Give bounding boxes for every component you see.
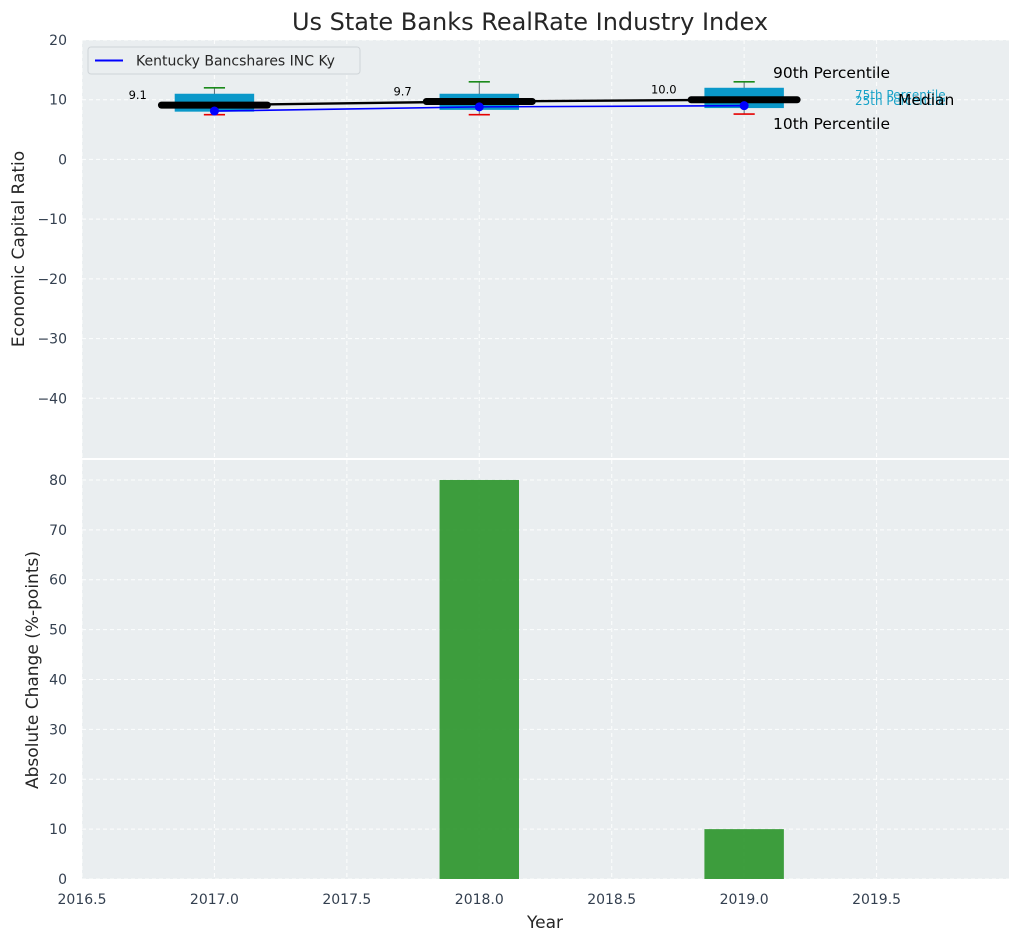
- x-tick-label: 2019.5: [852, 892, 901, 908]
- bottom-y-tick-label: 60: [49, 573, 67, 589]
- top-y-tick-label: −30: [37, 332, 67, 348]
- top-y-tick-label: 0: [58, 152, 67, 168]
- bottom-marks: [439, 479, 784, 879]
- x-tick-label: 2018.5: [587, 892, 636, 908]
- top-y-axis-label: Economic Capital Ratio: [9, 151, 29, 347]
- legend-box: [87, 46, 361, 75]
- label-75th-percentile: 75th Percentile: [855, 88, 946, 102]
- bottom-y-tick-label: 0: [58, 872, 67, 888]
- top-y-tick-label: −40: [37, 391, 67, 407]
- bottom-y-tick-label: 50: [49, 623, 67, 639]
- bottom-y-tick-label: 10: [49, 822, 67, 838]
- label-25th-percentile: 25th Percentile: [855, 94, 946, 108]
- x-axis-label: Year: [526, 913, 563, 933]
- bottom-y-tick-label: 70: [49, 523, 67, 539]
- bottom-y-tick-label: 80: [49, 473, 67, 489]
- bottom-grid: [81, 460, 1009, 880]
- top-y-tick-label: 20: [49, 33, 67, 49]
- median-value-label: 10.0: [651, 83, 677, 97]
- x-tick-label: 2017.5: [322, 892, 371, 908]
- x-tick-label: 2016.5: [58, 892, 107, 908]
- bottom-y-tick-label: 30: [49, 722, 67, 738]
- x-tick-label: 2017.0: [190, 892, 239, 908]
- label-10th-percentile: 10th Percentile: [773, 115, 890, 133]
- bottom-y-ticks: 0 10 20 30 40 50 60 70 80: [49, 473, 67, 888]
- x-tick-label: 2019.0: [720, 892, 769, 908]
- bottom-plot-area: [82, 460, 1009, 879]
- bottom-y-tick-label: 20: [49, 772, 67, 788]
- median-value-label: 9.7: [393, 85, 411, 99]
- chart-title: Us State Banks RealRate Industry Index: [292, 8, 768, 36]
- top-y-ticks: 20 10 0 −10 −20 −30 −40: [37, 33, 67, 407]
- top-y-tick-label: −20: [37, 272, 67, 288]
- top-y-tick-label: 10: [49, 93, 67, 109]
- change-bar: [704, 829, 784, 879]
- company-point: [474, 102, 484, 112]
- legend[interactable]: Kentucky Bancshares INC Ky: [87, 46, 361, 75]
- top-marks: 9.1 9.7 10.0: [129, 81, 801, 116]
- x-tick-label: 2018.0: [455, 892, 504, 908]
- bottom-y-axis-label: Absolute Change (%-points): [23, 551, 43, 789]
- label-90th-percentile: 90th Percentile: [773, 64, 890, 82]
- x-ticks: 2016.5 2017.0 2017.5 2018.0 2018.5 2019.0 2019…: [58, 892, 902, 908]
- legend-entry-text: Kentucky Bancshares INC Ky: [136, 54, 335, 70]
- bottom-y-tick-label: 40: [49, 672, 67, 688]
- company-point: [739, 101, 749, 111]
- median-value-label: 9.1: [129, 88, 147, 102]
- label-median: Median: [898, 91, 954, 109]
- company-point: [209, 106, 219, 116]
- change-bar: [439, 479, 520, 879]
- top-y-tick-label: −10: [37, 212, 67, 228]
